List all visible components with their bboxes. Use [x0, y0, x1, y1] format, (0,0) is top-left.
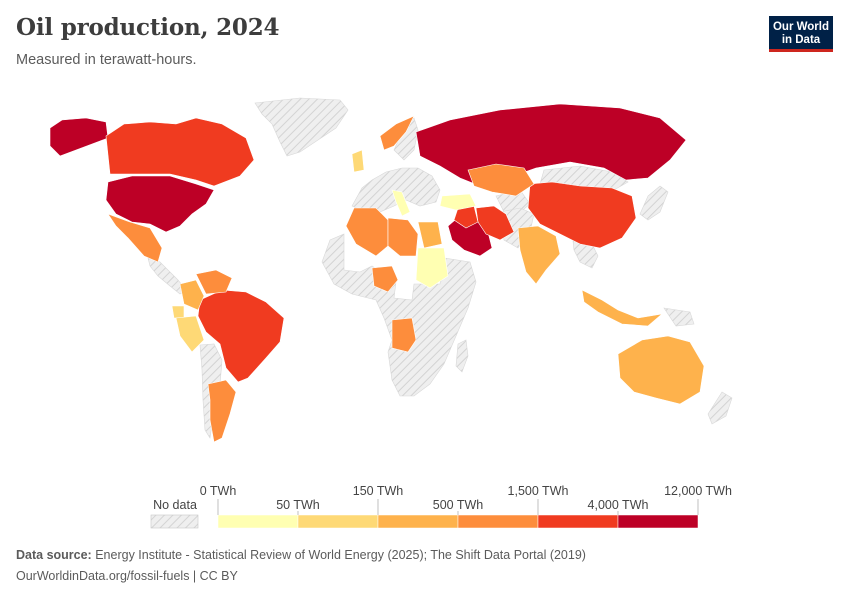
region-brazil[interactable]: Brazil — [197, 289, 285, 383]
region-libya[interactable]: Libya — [387, 217, 419, 257]
legend-tick-label-top: 1,500 TWh — [508, 484, 569, 498]
region-australia[interactable]: Australia — [617, 335, 705, 405]
region-europe-other[interactable] — [351, 167, 441, 213]
logo-line-1: Our World — [772, 21, 829, 33]
legend-bins: 0 TWh 150 TWh 1,500 TWh 12,000 TWh 50 TWh 500… — [200, 484, 732, 529]
data-source-text: Energy Institute - Statistical Review of… — [95, 548, 586, 562]
region-russia[interactable]: Russia — [415, 103, 687, 187]
owid-logo[interactable]: Our World in Data — [769, 16, 833, 52]
legend-tick-label-bottom: 500 TWh — [433, 498, 484, 512]
region-new-zealand[interactable] — [707, 391, 733, 425]
legend-no-data-swatch[interactable] — [150, 514, 199, 529]
legend-tick-label-bottom: 50 TWh — [276, 498, 320, 512]
region-mexico[interactable]: Mexico — [107, 213, 163, 263]
region-sudan[interactable]: Sudan — [415, 247, 449, 289]
legend-bin-swatch[interactable] — [617, 514, 699, 529]
region-kazakhstan[interactable]: Kazakhstan — [467, 163, 535, 197]
region-japan[interactable] — [639, 185, 669, 221]
data-source: Data source: Energy Institute - Statisti… — [16, 548, 586, 562]
region-united-kingdom[interactable]: United Kingdom — [351, 149, 365, 173]
legend-tick-label-top: 0 TWh — [200, 484, 237, 498]
region-greenland[interactable] — [254, 97, 349, 157]
region-indonesia[interactable]: Indonesia — [581, 289, 664, 327]
region-peru[interactable]: Peru — [175, 315, 205, 353]
data-regions: United StatesRussiaSaudi ArabiaCanadaChi… — [49, 103, 705, 443]
chart-title: Oil production, 2024 — [16, 14, 280, 41]
legend-tick-label-top: 150 TWh — [353, 484, 404, 498]
region-angola[interactable]: Angola — [391, 317, 417, 353]
region-canada[interactable]: Canada — [105, 117, 255, 187]
legend-tick-label-top: 12,000 TWh — [664, 484, 732, 498]
region-italy[interactable]: Italy — [391, 189, 411, 217]
legend-bin-swatch[interactable] — [297, 514, 379, 529]
region-africa-other[interactable] — [321, 233, 477, 397]
region-norway[interactable]: Norway — [379, 115, 415, 151]
legend-no-data-label: No data — [153, 498, 197, 512]
logo-line-2: in Data — [781, 34, 821, 46]
legend-bin-swatch[interactable] — [377, 514, 459, 529]
legend-bin-swatch[interactable] — [537, 514, 619, 529]
region-egypt[interactable]: Egypt — [417, 221, 443, 249]
region-png[interactable] — [663, 307, 695, 327]
region-venezuela[interactable]: Venezuela — [195, 269, 233, 295]
source-link[interactable]: OurWorldinData.org/fossil-fuels | CC BY — [16, 569, 238, 583]
region-ecuador[interactable]: Ecuador — [171, 305, 185, 319]
region-colombia[interactable]: Colombia — [179, 279, 205, 311]
legend-tick-label-bottom: 4,000 TWh — [588, 498, 649, 512]
region-central-america[interactable] — [147, 257, 187, 295]
region-argentina[interactable]: Argentina — [207, 379, 237, 443]
region-india[interactable]: India — [517, 225, 561, 285]
region-turkey[interactable]: Turkey — [439, 193, 477, 211]
region-madagascar[interactable] — [455, 339, 469, 373]
legend-bin-swatch[interactable] — [457, 514, 539, 529]
source-url: OurWorldinData.org/fossil-fuels | CC BY — [16, 569, 238, 583]
chart-subtitle: Measured in terawatt-hours. — [16, 52, 197, 68]
region-iran[interactable]: Iran — [475, 205, 515, 241]
region-algeria[interactable]: Algeria — [345, 207, 389, 257]
region-united-states[interactable]: United States — [49, 117, 215, 233]
region-china[interactable]: China — [527, 181, 637, 249]
world-map: United StatesRussiaSaudi ArabiaCanadaChi… — [49, 97, 733, 443]
legend-bin-swatch[interactable] — [217, 514, 299, 529]
data-source-label: Data source: — [16, 548, 92, 562]
map-legend: No data 0 TWh 150 TWh 1,500 TWh 12,000 TWh 5… — [150, 484, 732, 529]
region-nigeria[interactable]: Nigeria — [371, 265, 399, 293]
